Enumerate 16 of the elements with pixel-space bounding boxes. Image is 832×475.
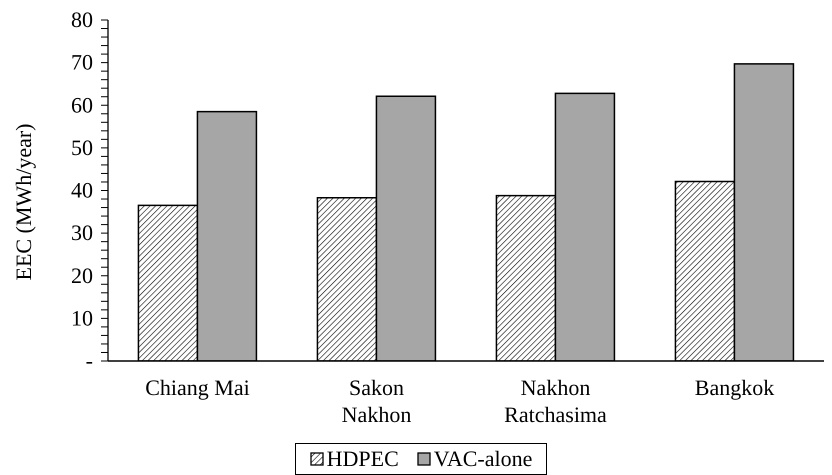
y-tick-label: 70 xyxy=(71,50,93,75)
x-tick-label: Chiang Mai xyxy=(145,375,250,400)
y-axis-title: EEC (MWh/year) xyxy=(10,124,36,280)
y-tick-label: 30 xyxy=(71,220,93,246)
legend-label: HDPEC xyxy=(326,446,399,472)
y-tick-label: - xyxy=(86,348,93,373)
x-tick-label: Bangkok xyxy=(694,375,774,400)
y-tick-label: 10 xyxy=(71,305,93,330)
y-tick-label: 20 xyxy=(71,262,93,288)
legend-label: VAC-alone xyxy=(432,446,532,472)
y-tick-label: 60 xyxy=(71,92,93,118)
y-tick-label: 40 xyxy=(71,178,93,202)
y-tick-label: 80 xyxy=(71,7,93,32)
x-tick-label: Sakon Nakhon xyxy=(342,375,412,427)
x-tick-label: Nakhon Ratchasima xyxy=(504,375,608,427)
y-tick-label: 50 xyxy=(71,134,93,160)
